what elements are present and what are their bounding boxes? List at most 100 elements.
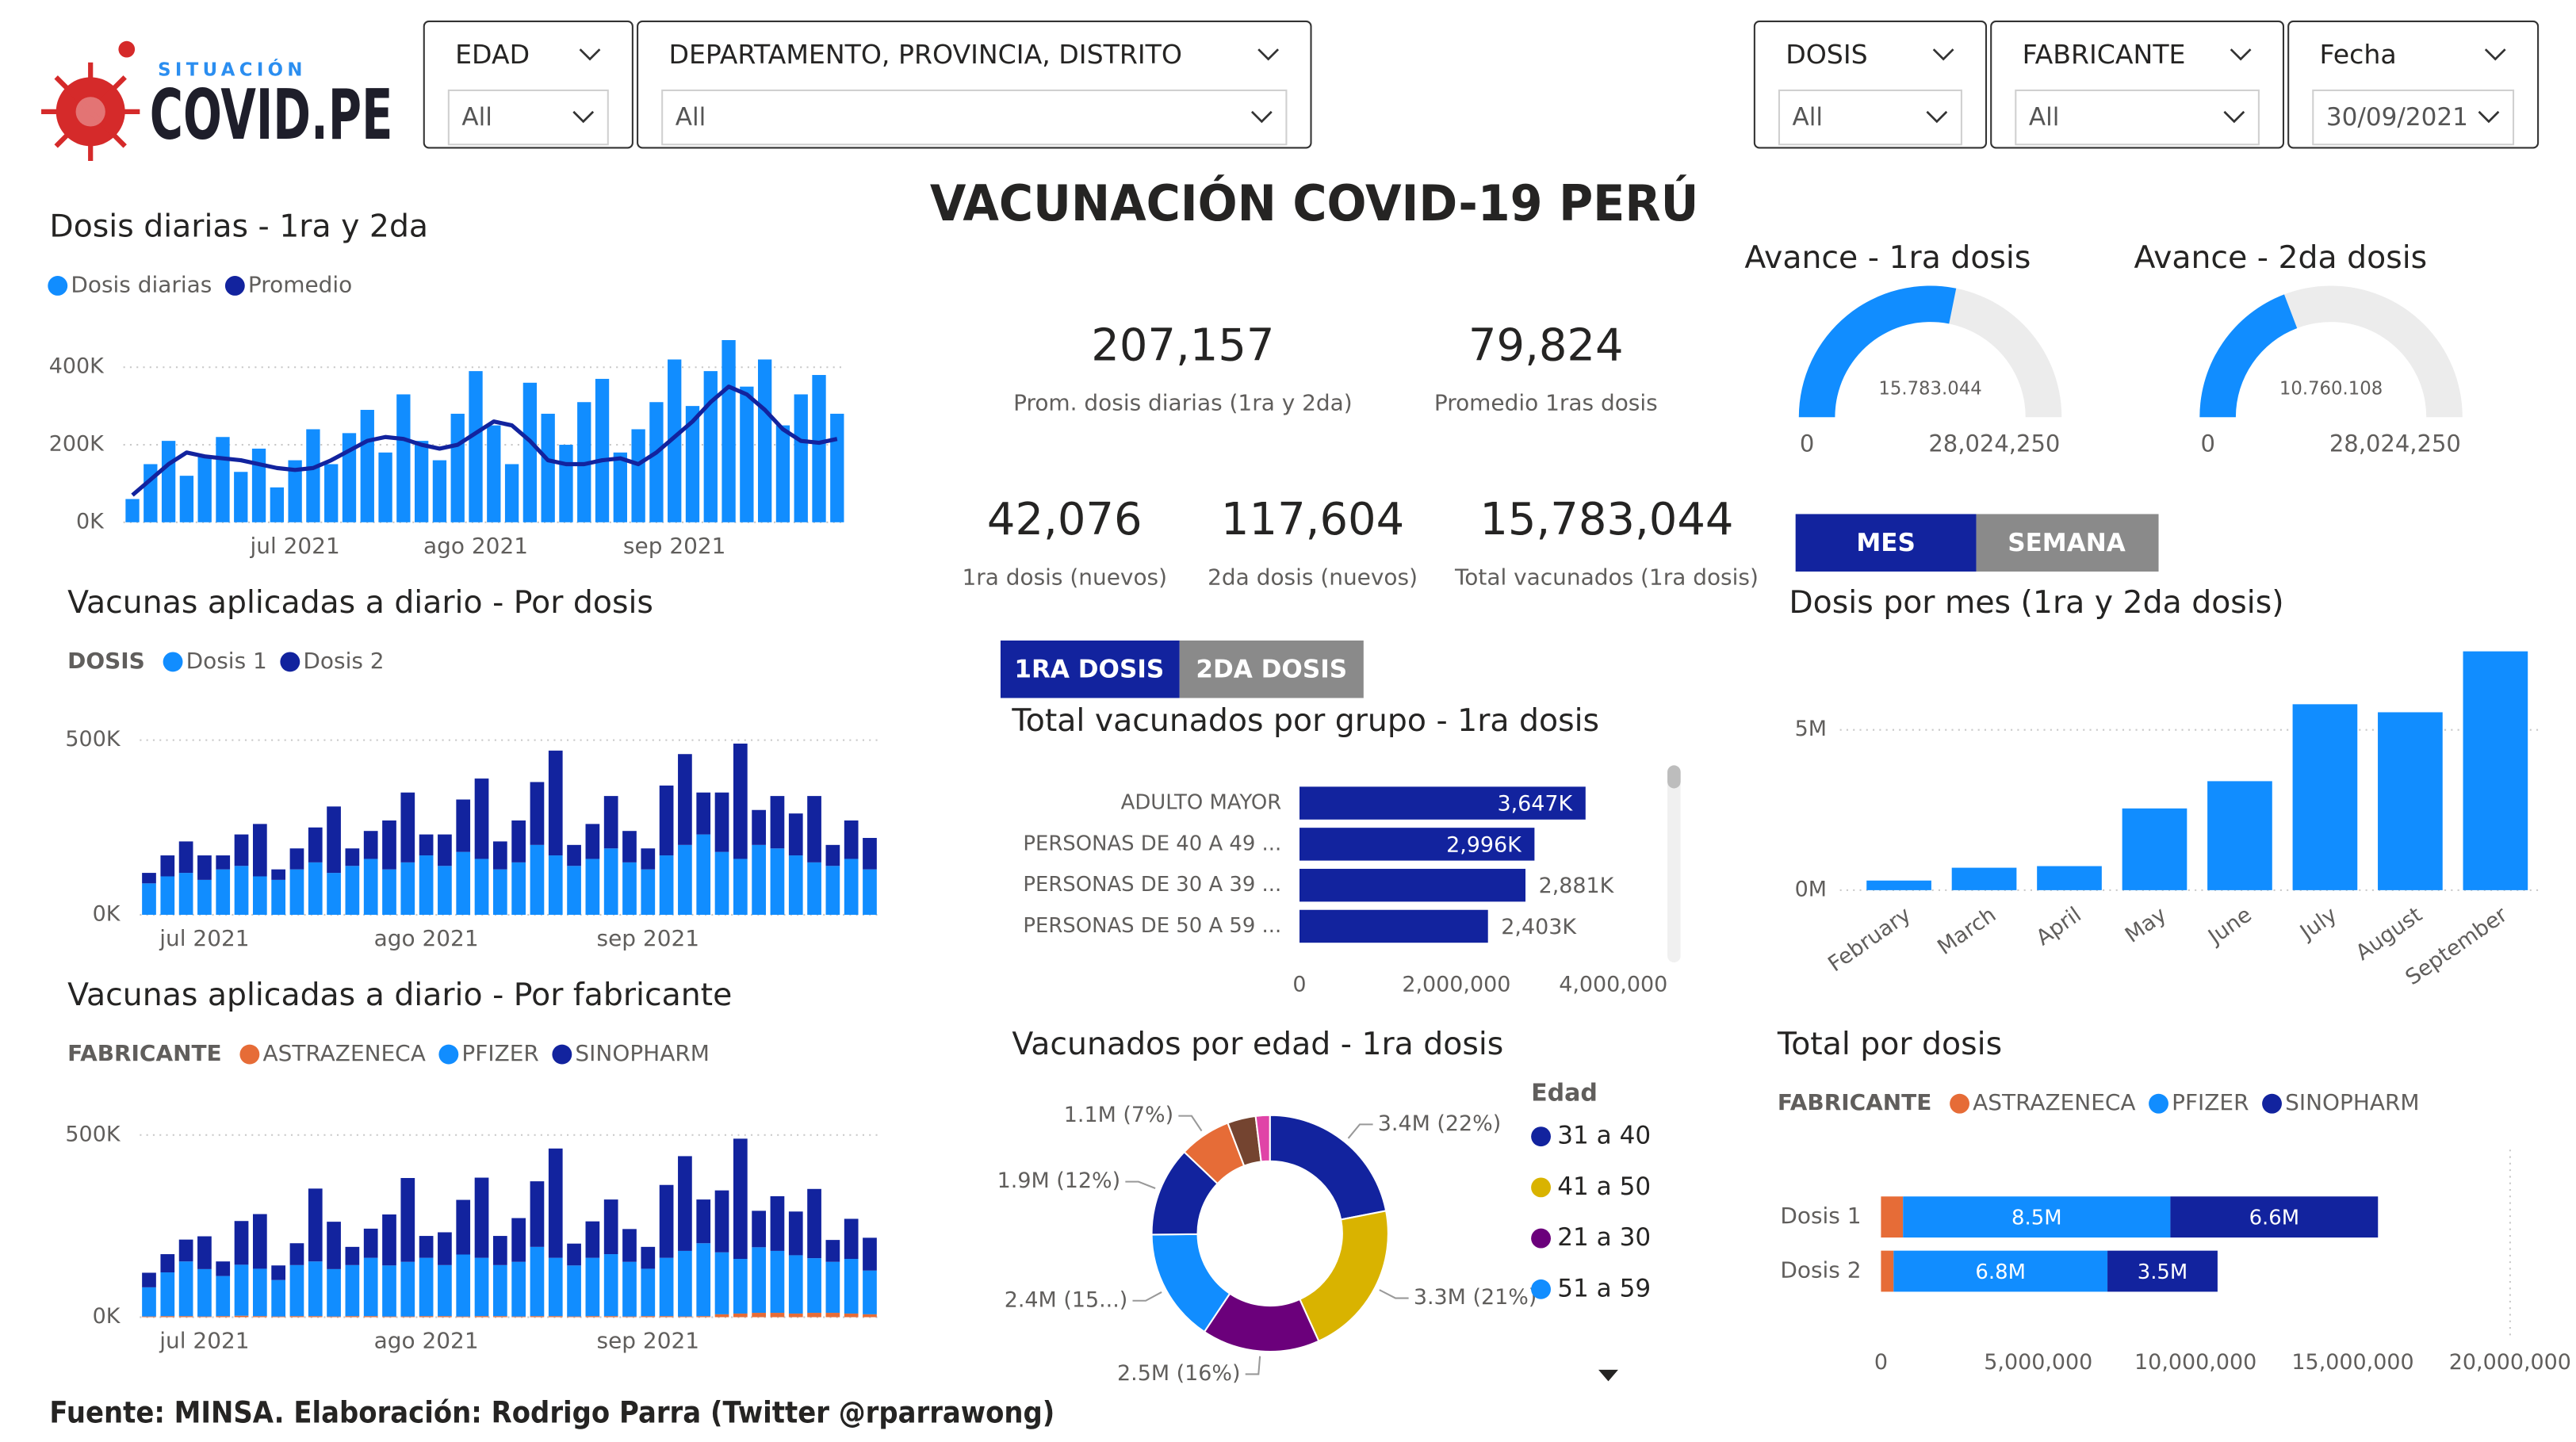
legend-swatch	[163, 652, 183, 672]
tab-label[interactable]: 2DA DOSIS	[1196, 655, 1347, 683]
bar	[757, 359, 772, 522]
logo-icon	[41, 40, 140, 162]
chart-title: Avance - 2da dosis	[2134, 239, 2427, 276]
bar-segment	[770, 796, 785, 849]
bar-segment	[271, 1316, 286, 1318]
chevron	[1250, 110, 1273, 124]
legend-label: ASTRAZENECA	[1973, 1089, 2135, 1115]
filter-dropdown[interactable]	[661, 89, 1288, 146]
bar-segment	[400, 1177, 415, 1262]
tab-semana[interactable]	[1976, 514, 2159, 572]
kpi-value: 79,824	[1468, 319, 1624, 371]
value-label: 2,881K	[1539, 874, 1615, 898]
bar-segment	[844, 1259, 859, 1314]
bar-segment	[678, 1250, 692, 1317]
scrollbar[interactable]	[1667, 765, 1681, 963]
bar-segment	[863, 1270, 877, 1314]
filter-dropdown[interactable]	[447, 89, 609, 146]
x-tick-label: 15,000,000	[2291, 1350, 2413, 1375]
tab-mes[interactable]	[1795, 514, 1977, 572]
chart-title: Vacunas aplicadas a diario - Por dosis	[67, 584, 653, 621]
chart-title: Vacunados por edad - 1ra dosis	[1012, 1026, 1503, 1062]
bar-segment	[659, 855, 674, 915]
value-label: 6.8M	[1975, 1260, 2025, 1284]
bar	[360, 410, 374, 522]
y-tick-label: 0K	[93, 1304, 121, 1329]
logo-big: COVID.PE	[150, 75, 393, 155]
gauge-max: 28,024,250	[1928, 430, 2060, 457]
bar-segment	[308, 1261, 323, 1317]
bar-segment	[456, 1254, 471, 1317]
filter-dropdown[interactable]	[2312, 89, 2515, 146]
bar-segment	[252, 1268, 267, 1317]
bar-segment	[345, 866, 360, 915]
chevron	[572, 110, 595, 124]
legend-swatch	[48, 276, 68, 296]
tab-1ra[interactable]	[1000, 640, 1180, 698]
bar-segment	[234, 1264, 249, 1316]
bar-segment	[419, 1236, 434, 1258]
bar-segment	[696, 1199, 711, 1244]
bar	[2037, 866, 2102, 890]
bar-segment	[382, 1265, 396, 1317]
y-tick-label: 200K	[49, 432, 105, 457]
dashboard-title: VACUNACIÓN COVID-19 PERÚ	[930, 174, 1699, 232]
bar	[812, 375, 826, 522]
bar-segment	[696, 1316, 711, 1318]
bar	[1299, 909, 1488, 943]
bar	[668, 359, 682, 522]
bar-segment	[289, 1316, 304, 1318]
bar-segment	[382, 1316, 396, 1318]
bar-segment	[400, 792, 415, 863]
bar-segment	[659, 1184, 674, 1258]
bar-segment	[641, 1316, 656, 1318]
bar-segment	[363, 859, 378, 915]
filter-dropdown[interactable]	[2015, 89, 2260, 146]
bar-segment	[160, 876, 175, 915]
bar-segment	[548, 750, 563, 856]
gauge-min: 0	[2200, 430, 2214, 457]
bar-segment	[327, 806, 341, 874]
tab-label[interactable]: SEMANA	[2008, 529, 2126, 557]
x-tick-label: ago 2021	[423, 533, 528, 559]
bar-segment	[327, 1222, 341, 1269]
bar-segment	[289, 1264, 304, 1317]
legend-label: Dosis diarias	[71, 271, 212, 297]
x-tick-label: ago 2021	[374, 925, 479, 951]
chevron	[2230, 48, 2252, 61]
bar-segment	[844, 1218, 859, 1260]
leader-line	[1379, 1289, 1409, 1299]
kpi-value: 207,157	[1091, 319, 1274, 371]
bar-segment	[492, 1316, 507, 1318]
bar	[306, 429, 320, 522]
bar-segment	[308, 1188, 323, 1262]
bar-segment	[511, 820, 526, 863]
bar	[504, 464, 519, 522]
bar-segment	[641, 869, 656, 915]
bar-segment	[419, 1316, 434, 1318]
tab-label[interactable]: 1RA DOSIS	[1014, 655, 1164, 683]
bar-segment	[863, 1314, 877, 1318]
bar	[794, 394, 808, 522]
y-tick-label: 500K	[65, 1122, 121, 1146]
bar-segment	[492, 1264, 507, 1317]
filter-dropdown[interactable]	[1778, 89, 1962, 146]
y-tick-label: 500K	[65, 727, 121, 752]
value-label: 3.5M	[2138, 1260, 2187, 1284]
bar	[179, 476, 194, 522]
bar-segment	[252, 876, 267, 915]
bar-segment	[603, 796, 618, 849]
y-tick-label: 0K	[93, 901, 121, 926]
bar-segment	[382, 1214, 396, 1266]
x-tick-label: 2,000,000	[1402, 973, 1510, 997]
legend-swatch	[438, 1044, 459, 1065]
scroll-thumb[interactable]	[1667, 765, 1681, 789]
tab-label[interactable]: MES	[1856, 529, 1916, 557]
kpi-value: 15,783,044	[1479, 494, 1733, 545]
tab-2da[interactable]	[1179, 640, 1364, 698]
bar	[2378, 712, 2443, 890]
gauge-value-label: 10.760.108	[2279, 379, 2383, 400]
legend-scroll-arrow[interactable]	[1598, 1369, 1618, 1382]
